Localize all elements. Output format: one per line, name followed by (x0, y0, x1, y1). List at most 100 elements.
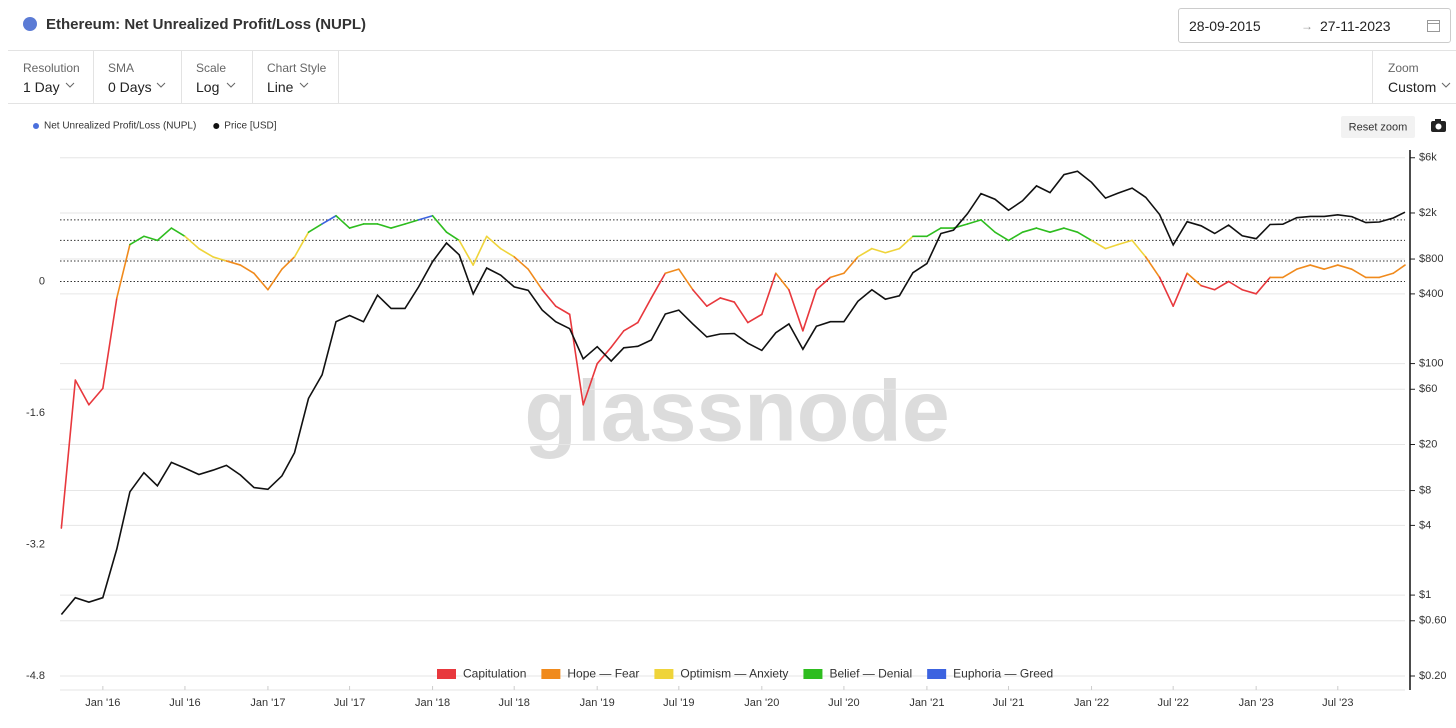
control-value[interactable]: Log (196, 79, 220, 95)
nupl-segment (705, 297, 722, 307)
y2-tick-label: $100 (1419, 357, 1443, 369)
nupl-segment (253, 272, 269, 291)
chart: glassnode Reset zoom $6k $2k $800 $400 $100 $… (26, 116, 1447, 709)
scale-control[interactable]: Scale Log (181, 51, 253, 103)
x-tick-label: Jul '23 (1322, 697, 1353, 709)
reset-zoom-button[interactable] (1341, 116, 1415, 138)
nupl-segment (857, 247, 873, 258)
control-label: Zoom (1388, 61, 1419, 75)
date-to[interactable]: 27-11-2023 (1320, 18, 1391, 34)
nupl-segment (541, 288, 557, 307)
nupl-segment (1392, 264, 1406, 275)
nupl-segment (1131, 239, 1147, 258)
nupl-segment (719, 297, 736, 303)
toolbar: Resolution 1 Day SMA 0 Days Scale Log Ch… (8, 51, 1456, 104)
nupl-segment (404, 219, 420, 225)
nupl-segment (116, 243, 131, 299)
nupl-segment (1035, 227, 1051, 233)
date-from[interactable]: 28-09-2015 (1189, 18, 1261, 34)
nupl-segment (184, 235, 200, 250)
nupl-segment (843, 256, 859, 275)
nupl-segment (1144, 256, 1161, 279)
nupl-segment (1227, 280, 1243, 291)
nupl-segment (980, 219, 996, 233)
control-value[interactable]: 1 Day (23, 79, 60, 95)
nupl-segment (802, 288, 818, 332)
nupl-segment (1090, 239, 1107, 250)
control-value[interactable]: Line (267, 79, 294, 95)
nupl-segment (1117, 239, 1133, 246)
zone-legend-label: Euphoria — Greed (953, 667, 1053, 681)
nupl-segment (610, 330, 625, 349)
y2-tick-label: $6k (1419, 152, 1437, 164)
zone-legend-label: Optimism — Anxiety (680, 667, 788, 681)
zone-legend-swatch (803, 669, 823, 679)
zone-legend-label: Belief — Denial (829, 667, 912, 681)
chevron (1441, 82, 1451, 88)
x-tick-label: Jul '19 (663, 697, 694, 709)
nupl-segment (472, 235, 488, 266)
camera-icon[interactable] (1431, 119, 1446, 132)
x-tick-label: Jan '22 (1074, 697, 1109, 709)
y2-tick-label: $20 (1419, 438, 1437, 450)
nupl-segment (1213, 280, 1230, 291)
nupl-segment (88, 387, 104, 406)
nupl-segment (376, 223, 392, 229)
chevron (156, 82, 166, 88)
nupl-segment (774, 272, 790, 291)
nupl-segment (678, 268, 694, 291)
x-tick-label: Jul '20 (828, 697, 859, 709)
nupl-segment (156, 227, 173, 242)
reset-zoom-label[interactable]: Reset zoom (1349, 121, 1408, 133)
nupl-segment (568, 313, 585, 406)
nupl-segment (335, 214, 351, 229)
x-tick-label: Jan '19 (580, 697, 615, 709)
nupl-segment (1350, 268, 1367, 279)
x-tick-label: Jan '23 (1239, 697, 1274, 709)
zoom-control[interactable]: Zoom Custom (1372, 51, 1456, 103)
x-tick-label: Jul '21 (993, 697, 1024, 709)
nupl-segment (622, 321, 639, 332)
sma-control[interactable]: SMA 0 Days (93, 51, 182, 103)
nupl-segment (582, 362, 598, 406)
nupl-segment (1186, 272, 1202, 287)
control-label: SMA (108, 61, 135, 75)
resolution-control[interactable]: Resolution 1 Day (8, 51, 94, 103)
legend-marker (33, 123, 39, 129)
nupl-segment (267, 268, 283, 291)
nupl-segment (1200, 284, 1216, 291)
x-tick-label: Jul '22 (1157, 697, 1188, 709)
asset-icon (23, 17, 37, 31)
nupl-segment (1076, 231, 1093, 242)
y-tick-label: 0 (39, 275, 45, 287)
nupl-segment (198, 247, 214, 258)
y2-tick-label: $0.20 (1419, 670, 1447, 682)
zone-legend-swatch (437, 669, 456, 679)
chevron (299, 82, 309, 88)
nupl-segment (1007, 231, 1024, 242)
chevron (226, 82, 236, 88)
nupl-segment (692, 288, 708, 307)
control-label: Scale (196, 61, 227, 75)
nupl-segment (239, 264, 255, 275)
style-control[interactable]: Chart Style Line (252, 51, 339, 103)
nupl-segment (431, 214, 448, 233)
control-value[interactable]: Custom (1388, 79, 1437, 95)
control-value[interactable]: 0 Days (108, 79, 152, 95)
calendar-icon[interactable] (1427, 19, 1440, 32)
nupl-segment (1336, 264, 1353, 270)
y2-tick-label: $2k (1419, 207, 1437, 219)
nupl-segment (1378, 272, 1395, 279)
nupl-segment (788, 288, 804, 332)
nupl-segment (1323, 264, 1339, 270)
nupl-segment (1158, 276, 1174, 307)
y2-tick-label: $8 (1419, 484, 1431, 496)
date-range[interactable]: 28-09-2015 → 27-11-2023 (1178, 8, 1451, 43)
nupl-segment (1281, 268, 1298, 279)
legend-label: Net Unrealized Profit/Loss (NUPL) (44, 121, 196, 132)
nupl-segment (1021, 227, 1038, 233)
y2-tick-label: $1 (1419, 589, 1431, 601)
y2-tick-label: $800 (1419, 253, 1443, 265)
y2-tick-label: $4 (1419, 519, 1431, 531)
legend-label: Price [USD] (224, 121, 276, 132)
